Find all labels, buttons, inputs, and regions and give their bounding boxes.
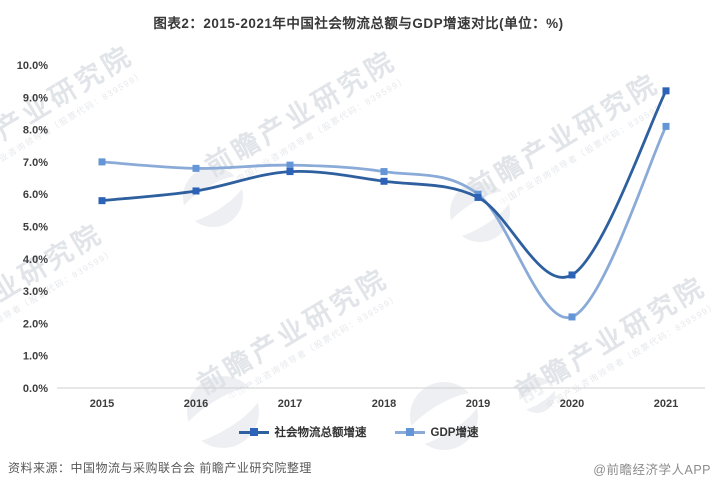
y-tick-label: 0.0%: [23, 383, 48, 395]
series-marker-1: [662, 122, 670, 130]
chart-title: 图表2：2015-2021年中国社会物流总额与GDP增速对比(单位：%): [153, 16, 564, 31]
y-tick-label: 10.0%: [17, 60, 48, 72]
y-tick-label: 1.0%: [23, 351, 48, 363]
legend-label-logistics: 社会物流总额增速: [274, 427, 367, 439]
series-marker-0: [662, 87, 670, 95]
x-tick-label: 2017: [278, 398, 302, 410]
series-marker-0: [380, 177, 388, 185]
y-tick-label: 5.0%: [23, 222, 48, 234]
series-marker-1: [98, 158, 106, 166]
series-line-1: [100, 125, 668, 319]
y-tick-label: 4.0%: [23, 254, 48, 266]
y-tick-label: 3.0%: [23, 286, 48, 298]
series-marker-0: [286, 168, 294, 176]
y-tick-label: 9.0%: [23, 92, 48, 104]
legend-item-logistics: 社会物流总额增速: [238, 424, 367, 440]
legend-label-gdp: GDP增速: [430, 427, 479, 439]
x-tick-label: 2015: [90, 398, 114, 410]
series-marker-1: [380, 168, 388, 176]
x-tick-label: 2016: [184, 398, 208, 410]
source-note: 资料来源：中国物流与采购联合会 前瞻产业研究院整理: [8, 461, 312, 475]
y-tick-label: 6.0%: [23, 189, 48, 201]
series-marker-1: [568, 313, 576, 321]
series-marker-1: [192, 164, 200, 172]
series-marker-1: [286, 161, 294, 169]
y-tick-label: 2.0%: [23, 318, 48, 330]
series-marker-0: [192, 187, 200, 195]
y-tick-label: 7.0%: [23, 157, 48, 169]
chart-legend: 社会物流总额增速 GDP增速: [0, 424, 717, 440]
brand-credit: @前瞻经济学人APP: [593, 463, 711, 477]
x-tick-label: 2020: [560, 398, 584, 410]
series-marker-0: [568, 271, 576, 279]
y-tick-label: 8.0%: [23, 125, 48, 137]
x-tick-label: 2019: [466, 398, 490, 410]
legend-line-marker-icon: [238, 428, 269, 436]
legend-line-marker-icon: [394, 428, 425, 436]
series-marker-0: [474, 193, 482, 201]
legend-item-gdp: GDP增速: [394, 424, 479, 440]
series-marker-0: [98, 197, 106, 205]
x-tick-label: 2018: [372, 398, 396, 410]
x-tick-label: 2021: [654, 398, 678, 410]
